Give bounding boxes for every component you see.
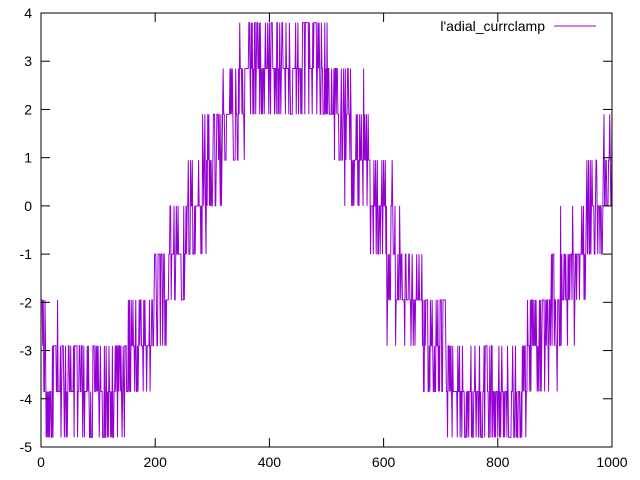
plot-frame xyxy=(40,12,613,448)
x-tick-label: 0 xyxy=(37,454,45,470)
x-tick-label: 200 xyxy=(144,454,168,470)
y-tick-label: 3 xyxy=(24,53,32,69)
y-tick-label: 2 xyxy=(24,101,32,117)
x-tick-label: 1000 xyxy=(596,454,627,470)
y-tick-label: -4 xyxy=(20,391,33,407)
series-line xyxy=(41,22,613,438)
series-layer xyxy=(41,22,613,438)
y-tick-label: -1 xyxy=(20,246,33,262)
legend: l'adial_currclamp xyxy=(440,18,596,34)
y-tick-label: 4 xyxy=(24,5,32,21)
y-tick-label: 1 xyxy=(24,150,32,166)
legend-label: l'adial_currclamp xyxy=(440,18,545,34)
x-tick-label: 400 xyxy=(258,454,282,470)
y-tick-label: -5 xyxy=(20,439,33,455)
x-tick-label: 600 xyxy=(372,454,396,470)
y-tick-label: 0 xyxy=(24,198,32,214)
y-tick-label: -2 xyxy=(20,294,33,310)
x-tick-label: 800 xyxy=(486,454,510,470)
axes-layer: 0 200 400 600 800 1000 4 3 2 1 0 -1 -2 -3 -4 -5 xyxy=(20,5,628,470)
y-tick-label: -3 xyxy=(20,343,33,359)
